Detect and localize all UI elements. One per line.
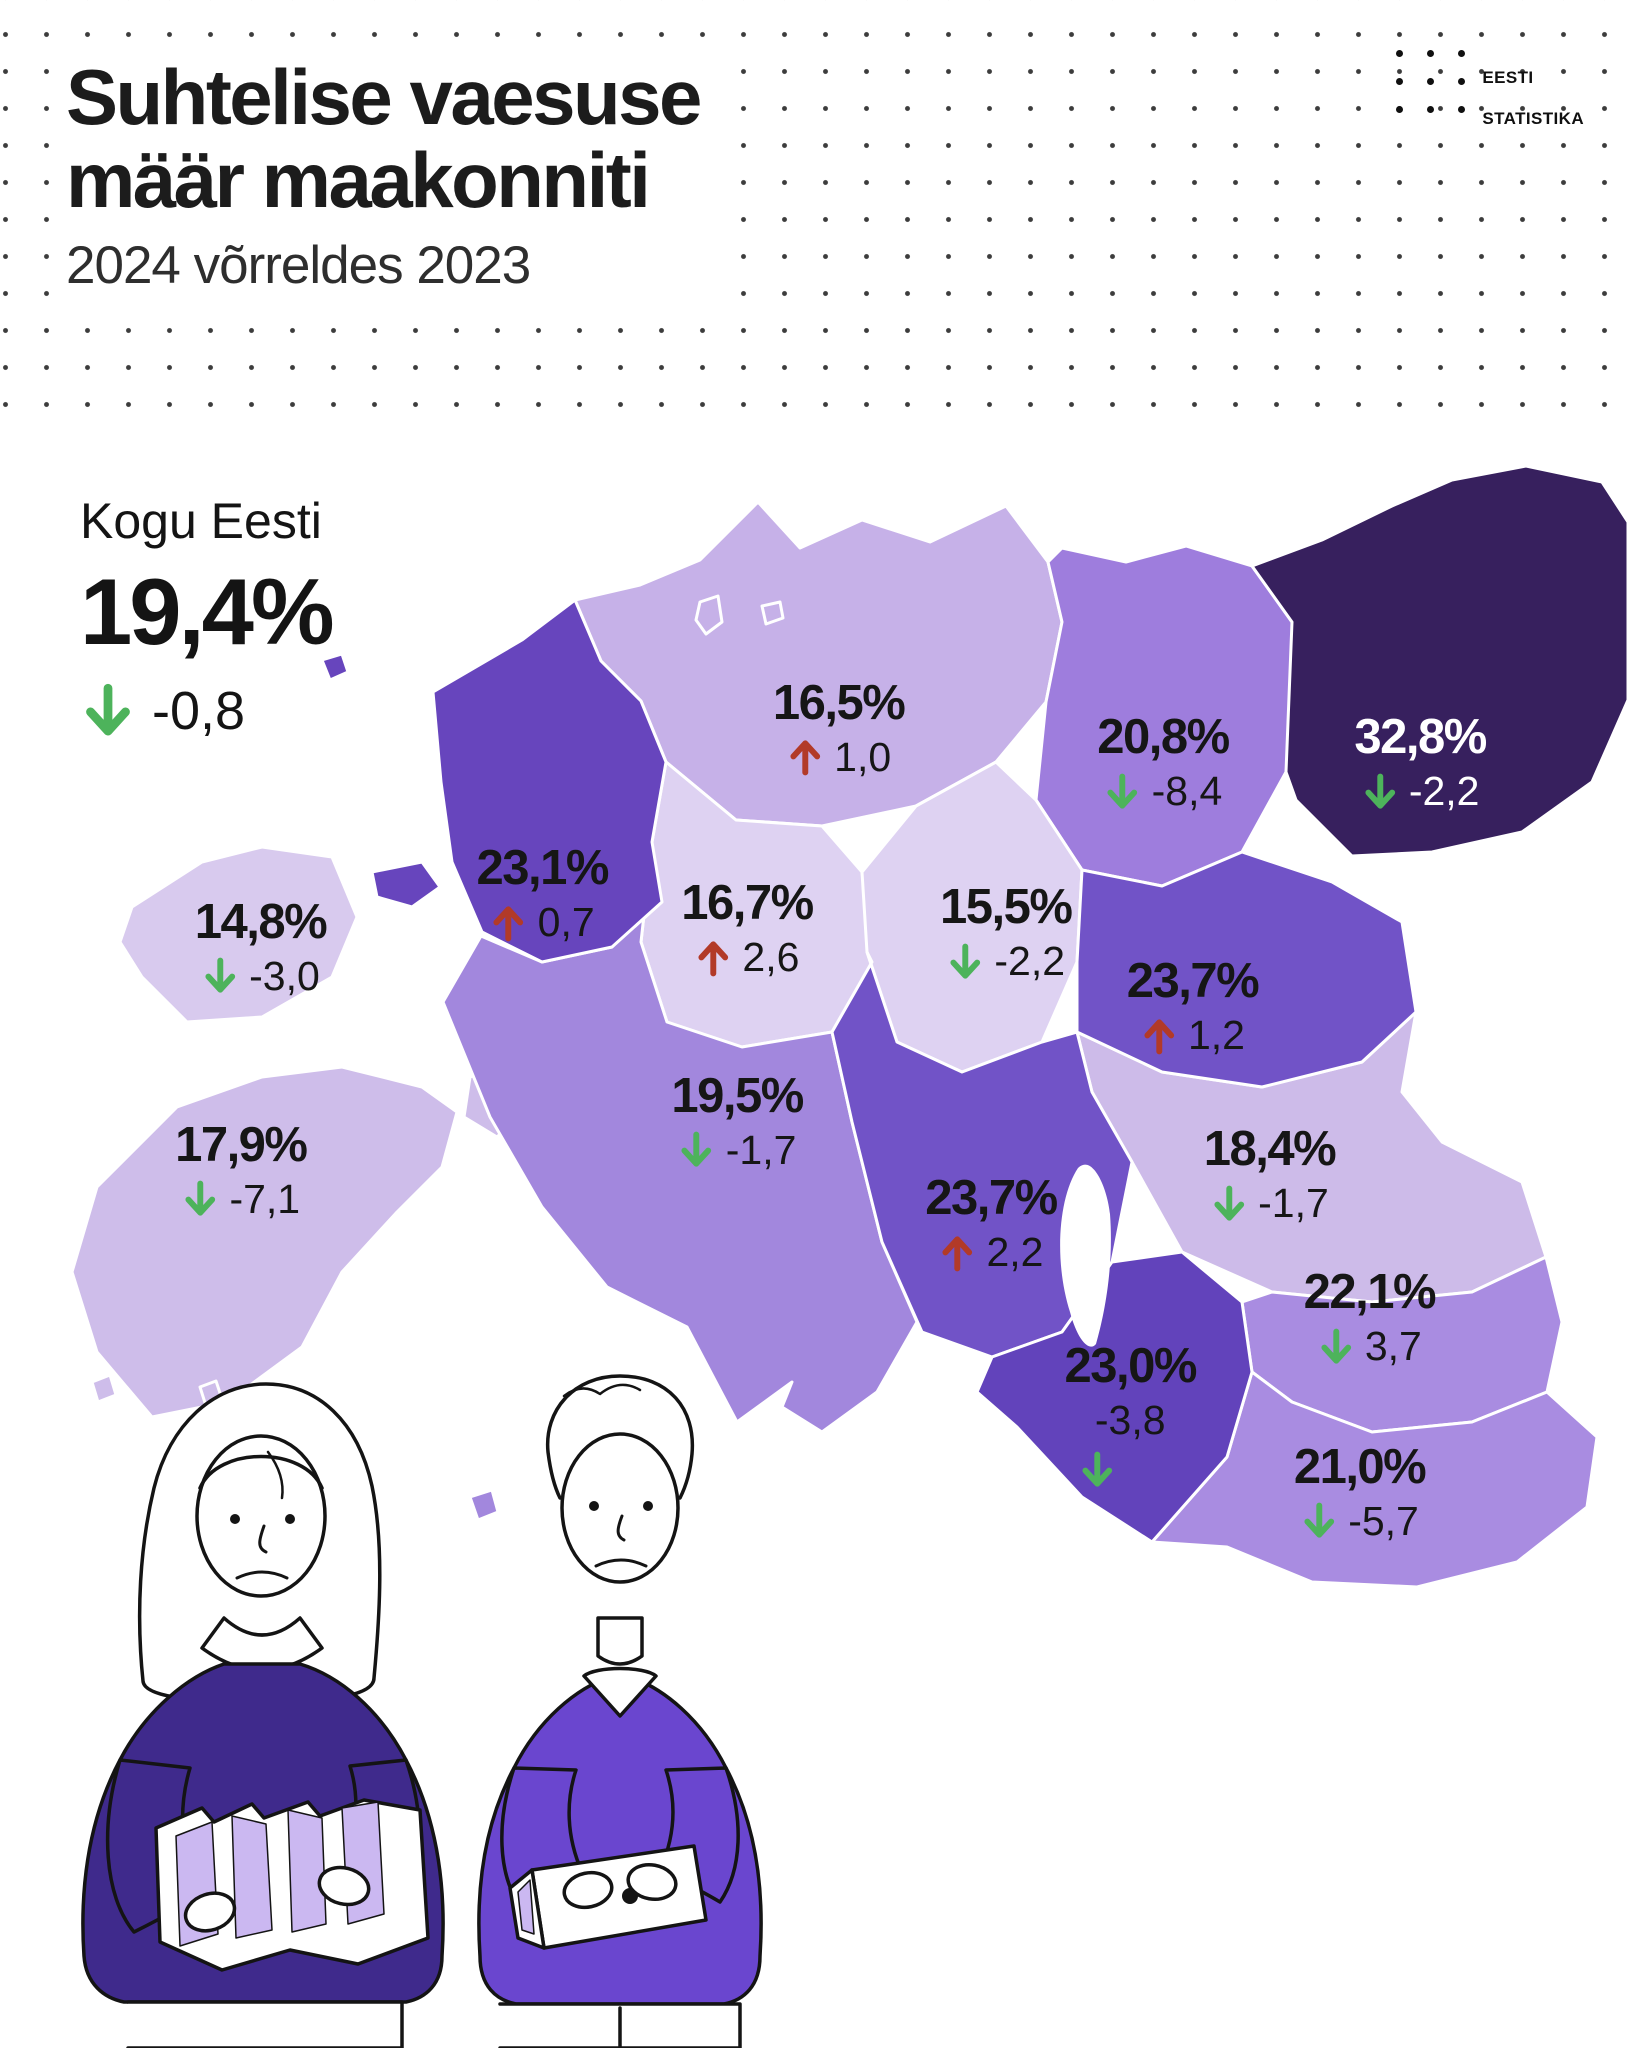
page-subtitle: 2024 võrreldes 2023: [66, 236, 531, 296]
logo-text: EESTI STATISTIKA: [1482, 68, 1584, 129]
man-hand: [562, 1870, 614, 1910]
statistics-estonia-logo: EESTI STATISTIKA: [1396, 48, 1584, 150]
illustration-svg: [81, 1374, 763, 2048]
woman-hand: [183, 1891, 237, 1933]
woman-face: [195, 1434, 327, 1598]
national-label: Kogu Eesti: [80, 493, 322, 549]
illustration-people: [28, 1356, 840, 2048]
down-arrow-icon: [80, 683, 136, 739]
man-hand: [626, 1862, 678, 1902]
logo-dots-icon: [1396, 50, 1466, 113]
page-title-block: Suhtelise vaesuse määr maakonniti 2024 v…: [56, 48, 730, 311]
national-summary: Kogu Eesti 19,4% -0,8: [80, 492, 335, 742]
page-title: Suhtelise vaesuse määr maakonniti: [66, 53, 702, 224]
national-change: -0,8: [152, 681, 246, 741]
man-neck: [596, 1616, 644, 1666]
national-value: 19,4%: [80, 559, 335, 664]
national-change-row: -0,8: [80, 680, 332, 742]
island: [320, 652, 350, 682]
island: [468, 1488, 500, 1522]
man-face: [560, 1432, 680, 1584]
woman-skirt: [126, 2000, 404, 2048]
county-region: [1034, 544, 1298, 888]
county-region: [1150, 1370, 1599, 1589]
county-region: [431, 598, 668, 964]
island: [760, 600, 785, 626]
county-region: [118, 845, 359, 1024]
island: [694, 594, 724, 636]
island: [370, 860, 442, 909]
lake: [1060, 1164, 1111, 1347]
county-region: [1075, 850, 1418, 1089]
island: [90, 1373, 118, 1404]
county-region: [70, 1065, 459, 1419]
county-region: [1250, 464, 1630, 858]
woman-hand: [317, 1865, 371, 1907]
